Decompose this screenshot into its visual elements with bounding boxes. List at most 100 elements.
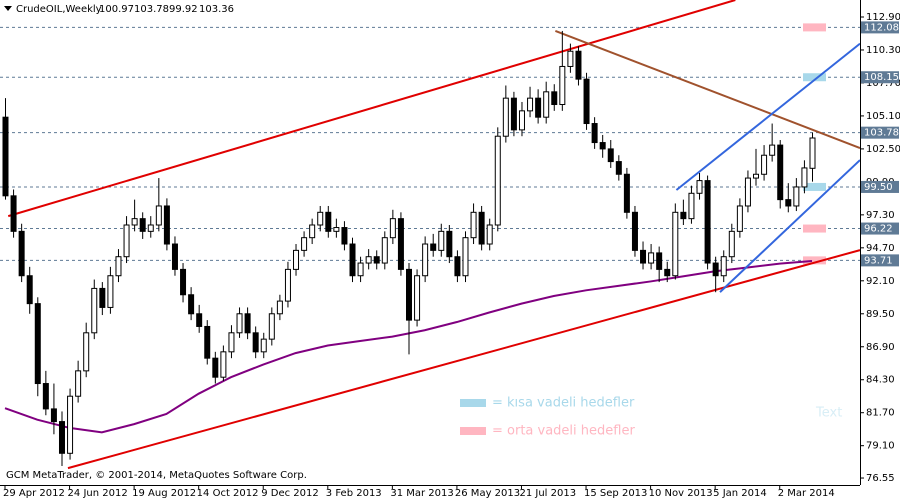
y-tick-label: 94.70 <box>866 243 895 254</box>
candle-body <box>155 205 162 226</box>
candle-body <box>599 142 606 150</box>
legend-swatch <box>460 399 486 407</box>
candle-body <box>809 137 816 169</box>
candle-body <box>188 294 195 315</box>
candle-body <box>365 256 372 264</box>
candle-body <box>99 287 106 308</box>
candle-body <box>575 50 582 80</box>
candle-body <box>454 256 461 277</box>
candle-body <box>785 199 792 207</box>
candle-body <box>139 218 146 232</box>
y-tick-label: 76.55 <box>866 473 895 484</box>
candle-body <box>704 180 711 264</box>
trend-line <box>7 0 736 218</box>
y-tick-label: 102.50 <box>866 144 900 155</box>
candle-body <box>107 275 114 308</box>
header-close: 103.36 <box>199 4 234 15</box>
candle-body <box>284 268 291 302</box>
candle-body <box>761 154 768 175</box>
candle-body <box>736 205 743 232</box>
candle-body <box>325 211 332 232</box>
candle-body <box>478 211 485 245</box>
y-tick-label: 89.50 <box>866 309 895 320</box>
candle-body <box>123 224 130 258</box>
candle-body <box>640 249 647 264</box>
candle-body <box>486 224 493 245</box>
candle-body <box>744 177 751 207</box>
candle-body <box>50 408 57 423</box>
x-tick-label: 15 Sep 2013 <box>584 488 647 499</box>
candle-body <box>607 148 614 163</box>
candle-body <box>163 205 170 245</box>
candle-body <box>518 110 525 131</box>
header-open: 100.97 <box>99 4 134 15</box>
candle-body <box>543 91 550 118</box>
level-label-box <box>861 71 899 84</box>
candle-body <box>147 224 154 232</box>
candle-body <box>228 332 235 353</box>
level-label: 112.08 <box>864 22 899 33</box>
annotation: Text <box>815 406 842 421</box>
candle-body <box>357 262 364 277</box>
x-tick-label: 26 May 2013 <box>455 488 520 499</box>
level-label: 108.15 <box>864 72 899 83</box>
y-tick-label: 105.10 <box>866 111 900 122</box>
menu-arrow <box>4 6 12 11</box>
trend-line <box>719 159 861 293</box>
candle-body <box>535 97 542 118</box>
header-high: 103.78 <box>134 4 169 15</box>
candle-body <box>623 173 630 213</box>
x-tick-label: 19 Aug 2012 <box>132 488 196 499</box>
candle-body <box>510 97 517 131</box>
candle-body <box>583 78 590 125</box>
level-marker <box>803 224 826 233</box>
candle-body <box>75 370 82 397</box>
candle-body <box>18 230 25 277</box>
candle-body <box>317 211 324 226</box>
candle-body <box>349 243 356 277</box>
y-tick-label: 97.30 <box>866 210 895 221</box>
candle-body <box>389 218 396 239</box>
candle-body <box>462 237 469 277</box>
level-label-box <box>861 21 899 34</box>
candle-body <box>615 161 622 175</box>
candle-body <box>551 91 558 106</box>
candle-body <box>260 338 267 353</box>
level-marker <box>803 23 826 32</box>
legend-label: = orta vadeli hedefler <box>492 424 635 439</box>
candle-body <box>769 144 776 156</box>
candle-body <box>438 230 445 251</box>
level-label: 96.22 <box>864 224 893 235</box>
candle-body <box>309 224 316 239</box>
x-tick-label: 24 Jun 2012 <box>68 488 128 499</box>
level-label-box <box>861 126 899 139</box>
level-label-box <box>861 180 899 193</box>
candle-body <box>220 351 227 378</box>
candle-body <box>406 268 412 321</box>
y-tick-label: 112.90 <box>866 12 900 23</box>
candle-body <box>333 227 340 232</box>
candle-body <box>656 252 663 270</box>
candle-body <box>373 256 380 264</box>
level-label: 99.50 <box>864 182 893 193</box>
y-tick-label: 110.30 <box>866 45 900 56</box>
candle-body <box>293 249 300 270</box>
footer: GCM MetaTrader, © 2001-2014, MetaQuotes … <box>6 470 307 481</box>
legend-label: = kısa vadeli hedefler <box>492 396 635 411</box>
x-tick-label: 5 Jan 2014 <box>713 488 767 499</box>
candle-body <box>42 383 49 410</box>
x-tick-label: 2 Mar 2014 <box>778 488 835 499</box>
candle-body <box>422 243 429 277</box>
symbol-title: CrudeOIL,Weekly <box>16 4 102 15</box>
candle-body <box>688 192 695 220</box>
candle-body <box>567 50 574 67</box>
candle-body <box>414 275 421 321</box>
candle-body <box>276 300 283 315</box>
candle-body <box>502 97 509 137</box>
legend-swatch <box>460 427 486 435</box>
candle-body <box>648 252 655 264</box>
candle-body <box>131 218 138 226</box>
y-tick-label: 79.10 <box>866 441 895 452</box>
x-tick-label: 29 Apr 2012 <box>3 488 65 499</box>
candle-body <box>196 313 203 327</box>
